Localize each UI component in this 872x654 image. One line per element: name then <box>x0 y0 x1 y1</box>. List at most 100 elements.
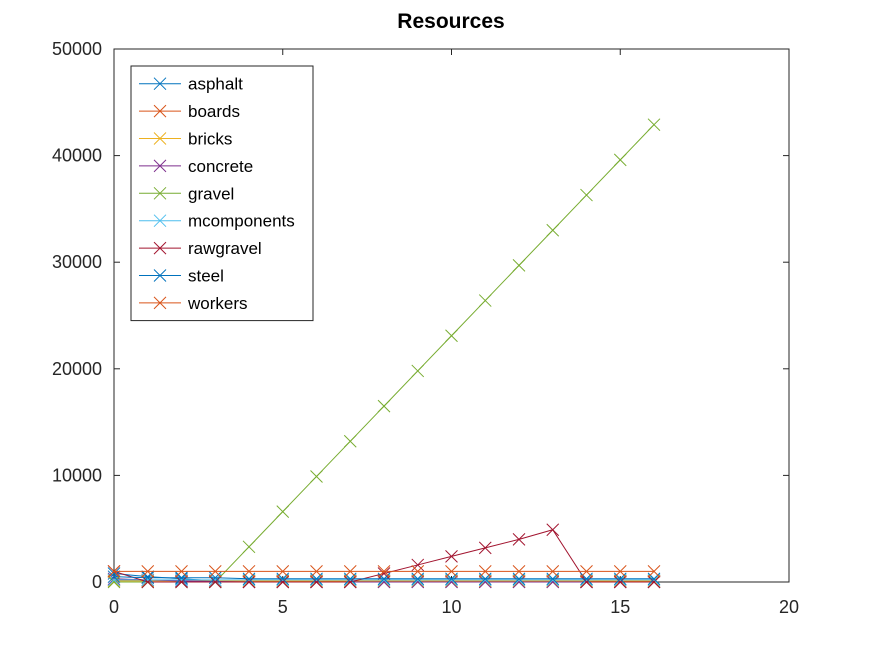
data-point-workers <box>310 564 323 578</box>
data-point-gravel <box>242 540 256 554</box>
data-point-bricks <box>478 574 492 588</box>
legend-item-steel: steel <box>139 267 224 286</box>
data-point-gravel <box>276 505 290 518</box>
data-point-gravel <box>613 153 627 167</box>
data-point-bricks <box>242 574 256 588</box>
legend-marker <box>153 77 167 91</box>
data-point-bricks <box>512 574 526 588</box>
legend: asphalt boards bricks concrete gravel mcompon… <box>130 65 314 322</box>
y-tick-label: 30000 <box>52 252 102 272</box>
x-tick-label: 20 <box>779 597 799 617</box>
data-point-workers <box>343 564 357 578</box>
legend-item-concrete: concrete <box>139 157 253 176</box>
data-point-workers <box>276 564 290 578</box>
data-point-gravel <box>377 399 391 413</box>
data-point-concrete <box>512 575 526 589</box>
data-point-gravel <box>445 329 458 343</box>
y-tick-label: 0 <box>92 572 102 592</box>
data-point-workers <box>546 564 560 578</box>
data-point-workers <box>175 564 188 578</box>
legend-marker <box>153 159 167 173</box>
legend-marker <box>153 241 167 255</box>
legend-label: rawgravel <box>188 239 262 258</box>
y-tick-label: 50000 <box>52 39 102 59</box>
legend-item-boards: boards <box>139 102 240 121</box>
data-point-gravel <box>107 575 121 589</box>
data-point-rawgravel <box>478 541 492 555</box>
legend-label: mcomponents <box>188 212 295 231</box>
legend-label: concrete <box>188 157 253 176</box>
data-point-gravel <box>310 470 323 483</box>
data-point-bricks <box>276 574 290 588</box>
legend-marker <box>153 296 167 310</box>
legend-marker <box>153 186 167 200</box>
x-tick-label: 0 <box>109 597 119 617</box>
data-point-concrete <box>411 575 425 589</box>
data-point-concrete <box>546 575 560 589</box>
x-tick-label: 5 <box>278 597 288 617</box>
data-point-workers <box>580 564 593 578</box>
legend-item-gravel: gravel <box>139 184 234 203</box>
data-point-bricks <box>445 574 458 588</box>
data-point-rawgravel <box>242 575 256 589</box>
legend-label: steel <box>188 267 224 286</box>
data-point-bricks <box>310 574 323 588</box>
data-point-steel <box>175 571 188 585</box>
data-point-bricks <box>647 574 661 588</box>
legend-item-workers: workers <box>139 294 248 313</box>
data-point-gravel <box>343 434 357 448</box>
data-point-rawgravel <box>512 533 526 546</box>
data-point-gravel <box>546 223 560 237</box>
chart-title: Resources <box>397 10 504 33</box>
data-point-rawgravel <box>445 550 458 563</box>
legend-label: boards <box>188 102 240 121</box>
data-point-workers <box>613 564 627 578</box>
data-point-rawgravel <box>647 575 661 589</box>
data-point-rawgravel <box>343 575 357 589</box>
legend-marker <box>153 269 167 282</box>
data-point-bricks <box>580 574 593 588</box>
legend-item-bricks: bricks <box>139 130 232 149</box>
x-tick-label: 10 <box>441 597 461 617</box>
series-workers <box>107 564 661 578</box>
data-point-bricks <box>613 574 627 588</box>
series-layer <box>107 118 661 589</box>
y-tick-label: 10000 <box>52 465 102 485</box>
data-point-gravel <box>478 294 492 307</box>
data-point-workers <box>647 564 661 578</box>
data-point-workers <box>107 564 121 578</box>
legend-label: gravel <box>188 184 234 203</box>
data-point-gravel <box>580 188 593 202</box>
data-point-rawgravel <box>546 523 560 537</box>
data-point-concrete <box>175 574 188 588</box>
data-point-concrete <box>445 575 458 589</box>
legend-marker <box>153 104 167 118</box>
data-point-workers <box>445 564 458 578</box>
data-point-gravel <box>411 364 425 378</box>
legend-label: workers <box>187 294 248 313</box>
data-point-gravel <box>512 259 526 272</box>
y-tick-label: 40000 <box>52 146 102 166</box>
legend-label: bricks <box>188 130 232 149</box>
data-point-rawgravel <box>580 575 593 589</box>
data-point-bricks <box>141 574 155 588</box>
data-point-workers <box>242 564 256 578</box>
data-point-workers <box>377 564 391 578</box>
legend-item-mcomponents: mcomponents <box>139 212 295 231</box>
axis-ticks: 0 5 10 15 20 0 10000 20000 30000 40000 50000 <box>52 39 799 617</box>
data-point-rawgravel <box>310 575 323 589</box>
data-point-workers <box>411 564 425 578</box>
data-point-steel <box>208 571 222 585</box>
y-tick-label: 20000 <box>52 359 102 379</box>
legend-item-rawgravel: rawgravel <box>139 239 262 258</box>
data-point-rawgravel <box>377 567 391 580</box>
data-point-rawgravel <box>613 575 627 589</box>
data-point-bricks <box>343 574 357 588</box>
data-point-steel <box>141 571 155 585</box>
data-point-rawgravel <box>411 558 425 572</box>
data-point-workers <box>478 564 492 578</box>
legend-marker <box>153 214 167 228</box>
data-point-workers <box>141 564 155 578</box>
data-point-workers <box>208 564 222 578</box>
